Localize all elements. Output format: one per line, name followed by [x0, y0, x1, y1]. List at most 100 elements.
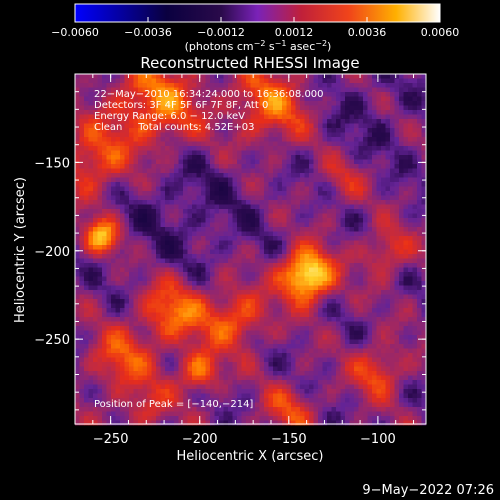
heatmap-cell: [84, 119, 89, 124]
heatmap-cell: [300, 326, 305, 331]
heatmap-cell: [291, 357, 296, 363]
heatmap-cell: [349, 200, 355, 205]
heatmap-cell: [192, 303, 197, 309]
heatmap-cell: [223, 249, 229, 255]
heatmap-cell: [97, 186, 103, 192]
heatmap-cell: [111, 272, 116, 277]
heatmap-cell: [106, 249, 112, 255]
heatmap-cell: [75, 245, 80, 250]
heatmap-cell: [318, 119, 323, 124]
heatmap-cell: [129, 182, 134, 187]
heatmap-cell: [376, 218, 382, 223]
heatmap-cell: [75, 141, 80, 147]
heatmap-cell: [115, 92, 121, 97]
heatmap-cell: [255, 249, 260, 255]
heatmap-cell: [246, 182, 251, 187]
heatmap-cell: [151, 348, 157, 354]
heatmap-cell: [129, 353, 134, 358]
heatmap-cell: [205, 150, 211, 156]
heatmap-cell: [232, 218, 238, 223]
heatmap-cell: [196, 114, 202, 120]
heatmap-cell: [133, 186, 139, 192]
heatmap-cell: [111, 141, 116, 147]
heatmap-cell: [160, 294, 166, 300]
heatmap-cell: [187, 254, 193, 259]
heatmap-cell: [277, 330, 283, 336]
heatmap-cell: [394, 272, 400, 277]
heatmap-cell: [210, 119, 215, 124]
heatmap-cell: [129, 195, 134, 201]
heatmap-cell: [237, 258, 242, 264]
heatmap-cell: [210, 267, 215, 273]
heatmap-cell: [133, 339, 139, 345]
heatmap-cell: [291, 335, 296, 340]
heatmap-cell: [174, 326, 179, 331]
heatmap-cell: [358, 191, 364, 196]
heatmap-cell: [268, 299, 274, 304]
heatmap-cell: [115, 164, 121, 169]
heatmap-cell: [111, 276, 116, 282]
heatmap-cell: [372, 96, 377, 102]
heatmap-cell: [313, 128, 319, 133]
heatmap-cell: [174, 312, 179, 318]
heatmap-cell: [264, 240, 269, 246]
heatmap-cell: [259, 326, 265, 331]
heatmap-cell: [160, 353, 166, 358]
heatmap-cell: [273, 159, 278, 165]
heatmap-cell: [120, 348, 125, 354]
heatmap-cell: [187, 227, 193, 232]
heatmap-cell: [169, 353, 175, 358]
heatmap-cell: [358, 204, 364, 210]
heatmap-cell: [318, 321, 323, 327]
heatmap-cell: [340, 339, 346, 345]
heatmap-cell: [295, 294, 301, 300]
heatmap-cell: [336, 249, 341, 255]
heatmap-cell: [219, 285, 224, 291]
heatmap-cell: [264, 321, 269, 327]
heatmap-cell: [169, 195, 175, 201]
heatmap-cell: [183, 236, 188, 241]
heatmap-cell: [313, 110, 319, 115]
heatmap-cell: [345, 150, 350, 156]
heatmap-cell: [412, 87, 418, 93]
heatmap-cell: [255, 321, 260, 327]
heatmap-cell: [165, 74, 170, 79]
heatmap-cell: [372, 281, 377, 286]
heatmap-cell: [250, 272, 256, 277]
heatmap-cell: [286, 227, 292, 232]
heatmap-cell: [250, 227, 256, 232]
heatmap-cell: [138, 164, 143, 169]
heatmap-cell: [408, 132, 413, 138]
heatmap-cell: [336, 308, 341, 313]
heatmap-cell: [160, 150, 166, 156]
heatmap-cell: [192, 141, 197, 147]
heatmap-cell: [390, 263, 395, 268]
heatmap-cell: [124, 321, 130, 327]
heatmap-cell: [354, 119, 359, 124]
heatmap-cell: [417, 276, 422, 282]
heatmap-cell: [309, 272, 314, 277]
heatmap-cell: [160, 105, 166, 111]
heatmap-cell: [106, 258, 112, 264]
heatmap-cell: [259, 200, 265, 205]
heatmap-cell: [385, 123, 391, 129]
heatmap-cell: [273, 348, 278, 354]
heatmap-cell: [223, 195, 229, 201]
heatmap-cell: [354, 227, 359, 232]
heatmap-cell: [192, 290, 197, 295]
heatmap-cell: [358, 348, 364, 354]
heatmap-cell: [259, 74, 265, 79]
heatmap-cell: [318, 74, 323, 79]
heatmap-cell: [255, 281, 260, 286]
heatmap-cell: [340, 335, 346, 340]
heatmap-cell: [322, 182, 328, 187]
heatmap-cell: [156, 299, 161, 304]
heatmap-cell: [385, 155, 391, 160]
heatmap-cell: [88, 231, 94, 237]
heatmap-cell: [318, 155, 323, 160]
heatmap-cell: [403, 348, 409, 354]
heatmap-cell: [381, 272, 386, 277]
heatmap-cell: [358, 78, 364, 84]
heatmap-cell: [372, 227, 377, 232]
heatmap-cell: [106, 200, 112, 205]
